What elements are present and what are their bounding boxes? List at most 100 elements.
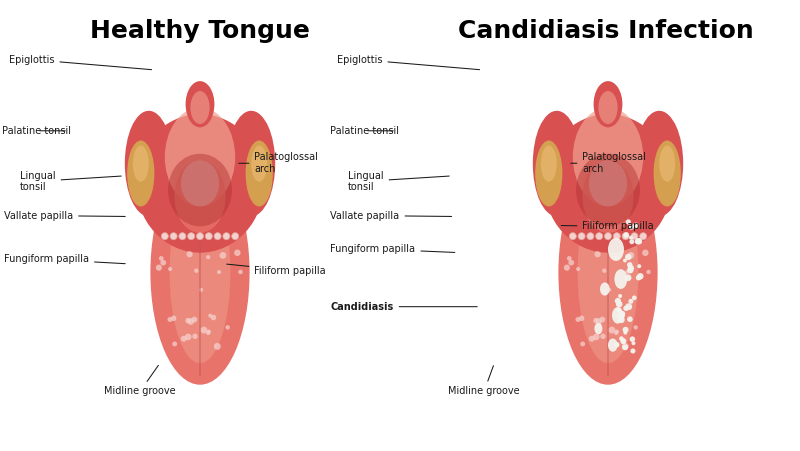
- Text: Midline groove: Midline groove: [448, 366, 520, 396]
- Circle shape: [214, 343, 221, 350]
- Circle shape: [632, 295, 637, 300]
- Circle shape: [626, 303, 632, 310]
- Circle shape: [618, 313, 625, 318]
- Ellipse shape: [535, 141, 562, 207]
- Ellipse shape: [608, 339, 618, 352]
- Circle shape: [627, 316, 633, 322]
- Circle shape: [181, 336, 186, 342]
- Circle shape: [168, 267, 172, 271]
- Ellipse shape: [246, 141, 273, 207]
- Circle shape: [605, 233, 611, 240]
- Circle shape: [629, 224, 634, 230]
- Circle shape: [191, 317, 198, 322]
- Circle shape: [619, 336, 624, 341]
- Circle shape: [623, 331, 627, 335]
- Ellipse shape: [635, 111, 683, 216]
- Ellipse shape: [133, 146, 149, 182]
- Circle shape: [226, 325, 230, 330]
- Ellipse shape: [150, 160, 250, 385]
- Text: Lingual
tonsil: Lingual tonsil: [20, 170, 122, 192]
- Ellipse shape: [541, 146, 557, 182]
- Ellipse shape: [544, 114, 672, 253]
- Text: Epiglottis: Epiglottis: [337, 55, 480, 69]
- Circle shape: [568, 260, 574, 266]
- Circle shape: [206, 331, 210, 335]
- Ellipse shape: [614, 269, 627, 289]
- Circle shape: [620, 338, 626, 344]
- Circle shape: [629, 299, 634, 304]
- Ellipse shape: [594, 81, 622, 127]
- Ellipse shape: [190, 91, 210, 124]
- Circle shape: [630, 349, 635, 354]
- Circle shape: [219, 252, 226, 259]
- Circle shape: [614, 342, 619, 348]
- Circle shape: [162, 233, 168, 240]
- Ellipse shape: [589, 160, 627, 207]
- Circle shape: [622, 327, 629, 333]
- Circle shape: [625, 254, 631, 260]
- Circle shape: [194, 268, 198, 273]
- Text: Palatoglossal
arch: Palatoglossal arch: [570, 152, 646, 174]
- Circle shape: [217, 270, 221, 274]
- Text: Fungiform papilla: Fungiform papilla: [330, 244, 455, 254]
- Ellipse shape: [558, 160, 658, 385]
- Circle shape: [627, 267, 634, 273]
- Circle shape: [156, 265, 162, 271]
- Circle shape: [206, 233, 212, 240]
- Ellipse shape: [659, 146, 675, 182]
- Text: Vallate papilla: Vallate papilla: [4, 211, 126, 221]
- Ellipse shape: [573, 107, 643, 207]
- Circle shape: [637, 273, 643, 280]
- Circle shape: [179, 233, 186, 240]
- Circle shape: [596, 233, 602, 240]
- Text: Filiform papilla: Filiform papilla: [561, 221, 654, 231]
- Circle shape: [575, 317, 581, 322]
- Circle shape: [579, 316, 585, 321]
- Circle shape: [208, 313, 212, 318]
- Circle shape: [614, 255, 618, 259]
- Text: Midline groove: Midline groove: [104, 365, 176, 396]
- Ellipse shape: [576, 154, 640, 226]
- Ellipse shape: [654, 141, 681, 207]
- Circle shape: [623, 258, 627, 262]
- Circle shape: [636, 275, 642, 281]
- Circle shape: [618, 294, 622, 298]
- Circle shape: [567, 256, 571, 261]
- Circle shape: [185, 334, 191, 340]
- Circle shape: [622, 343, 629, 350]
- Circle shape: [630, 239, 634, 244]
- Circle shape: [627, 262, 633, 267]
- Ellipse shape: [168, 154, 232, 226]
- Circle shape: [609, 327, 615, 334]
- Text: Vallate papilla: Vallate papilla: [330, 211, 452, 221]
- Circle shape: [618, 317, 625, 323]
- Circle shape: [197, 233, 203, 240]
- Circle shape: [576, 267, 580, 271]
- Circle shape: [631, 233, 638, 240]
- Circle shape: [199, 288, 203, 292]
- Circle shape: [186, 318, 191, 323]
- Text: Fungiform papilla: Fungiform papilla: [4, 254, 126, 264]
- Circle shape: [616, 307, 622, 313]
- Circle shape: [646, 270, 650, 274]
- Circle shape: [607, 288, 611, 292]
- Circle shape: [628, 265, 634, 272]
- Ellipse shape: [136, 114, 264, 253]
- Circle shape: [159, 256, 163, 261]
- Circle shape: [600, 334, 606, 339]
- Circle shape: [595, 318, 602, 325]
- Ellipse shape: [127, 141, 154, 207]
- Ellipse shape: [165, 107, 235, 207]
- Circle shape: [188, 233, 194, 240]
- Ellipse shape: [600, 282, 610, 295]
- Text: Epiglottis: Epiglottis: [9, 55, 152, 69]
- Text: Healthy Tongue: Healthy Tongue: [90, 19, 310, 43]
- Circle shape: [201, 327, 207, 334]
- Ellipse shape: [578, 182, 638, 363]
- Circle shape: [210, 315, 216, 320]
- Circle shape: [615, 330, 619, 334]
- Circle shape: [625, 274, 631, 281]
- Circle shape: [160, 260, 166, 266]
- Circle shape: [570, 233, 576, 240]
- Circle shape: [599, 317, 606, 322]
